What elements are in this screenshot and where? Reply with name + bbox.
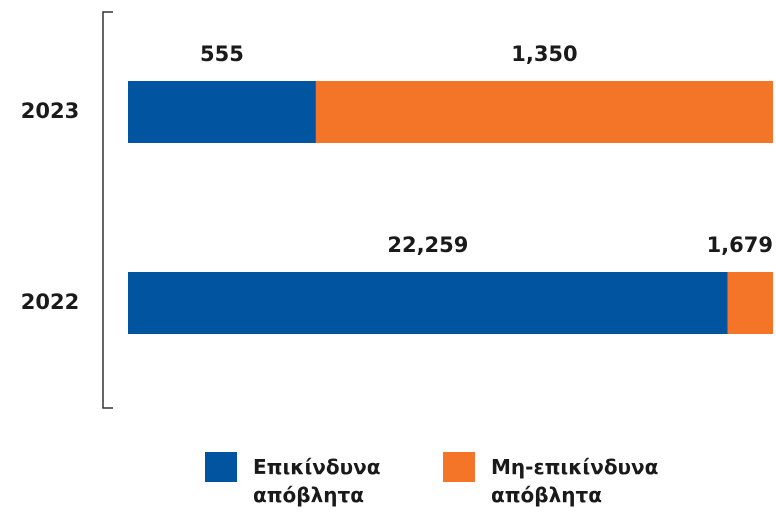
bar-segment — [128, 81, 316, 143]
bar-segment — [128, 272, 728, 334]
data-label: 1,350 — [511, 42, 577, 66]
legend-swatch — [205, 452, 237, 482]
data-label: 555 — [200, 42, 244, 66]
data-label: 1,679 — [707, 233, 773, 257]
legend-label: Επικίνδυνα απόβλητα — [253, 455, 381, 507]
legend-item: Επικίνδυνα απόβλητα — [205, 452, 393, 509]
bar-segment — [315, 81, 773, 143]
y-tick-label: 2023 — [21, 99, 79, 123]
legend-label: Μη-επικίνδυνα απόβλητα — [491, 455, 659, 507]
data-label: 22,259 — [387, 233, 468, 257]
y-tick-label: 2022 — [21, 290, 79, 314]
chart: 2023 555 1,350 2022 22,259 1,679 — [21, 11, 773, 409]
legend-swatch — [443, 452, 475, 482]
axis-bracket — [102, 11, 113, 409]
legend-item: Μη-επικίνδυνα απόβλητα — [443, 452, 676, 509]
bar-segment — [727, 272, 773, 334]
